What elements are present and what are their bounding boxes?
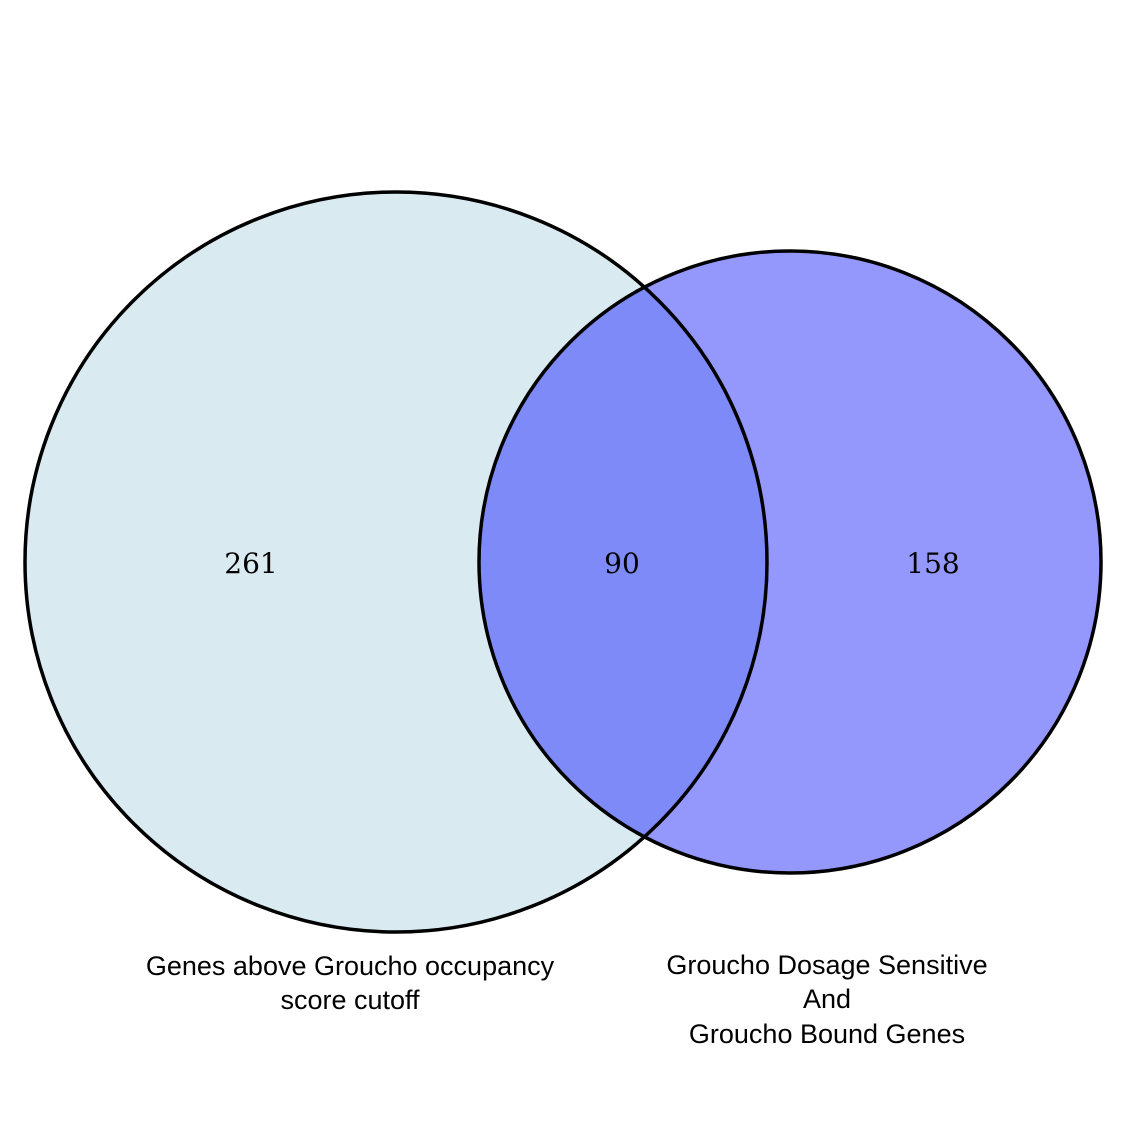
intersection-count: 90 (604, 547, 640, 580)
set-a-outline (23, 190, 769, 934)
intersection-region (479, 251, 767, 873)
set-b-label-line-3: Groucho Bound Genes (689, 1019, 965, 1049)
set-b-label-line-2: And (803, 984, 851, 1014)
set-b-label-line-1: Groucho Dosage Sensitive (666, 950, 987, 980)
set-a-label-line-2: score cutoff (280, 985, 420, 1015)
set-a-only-count: 261 (224, 547, 277, 580)
set-a-label-line-1: Genes above Groucho occupancy (146, 951, 555, 981)
set-b-outline (477, 249, 1103, 875)
set-b-only-count: 158 (906, 547, 959, 580)
